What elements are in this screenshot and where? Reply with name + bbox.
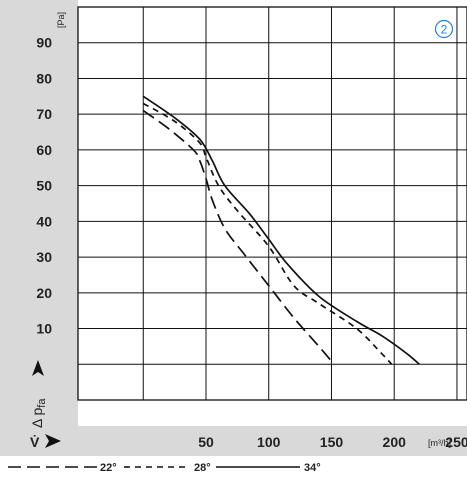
chart-badge: 2 [441,23,448,37]
series-line-long-dash [142,109,335,365]
legend-label: 28° [194,462,211,474]
x-tick-label: 50 [198,434,214,450]
y-tick-label: 80 [36,70,52,86]
x-tick-label: 250 [445,434,467,450]
y-tick-label: 60 [36,142,52,158]
y-unit: [Pa] [56,12,66,28]
x-tick-label: 200 [383,434,407,450]
y-axis-label-main: Δ p [29,408,45,428]
y-tick-label: 90 [36,35,52,51]
y-tick-label: 50 [36,178,52,194]
series-line-short-dash [142,102,393,365]
y-tick-label: 20 [36,285,52,301]
x-axis-arrow-icon [45,434,61,448]
plot-frame [77,6,467,401]
x-tick-labels: 50 100 150 200 250 [198,434,467,450]
y-tick-labels: 10 20 30 40 50 60 70 80 90 [36,35,52,337]
y-tick-label: 40 [36,213,52,229]
x-axis-label: V̇ [30,434,40,450]
legend: 22° 28° 34° [8,462,321,474]
series-line-solid [142,95,420,365]
legend-label: 22° [100,462,117,474]
x-axis-band [78,426,467,456]
grid [78,7,467,400]
y-tick-label: 70 [36,106,52,122]
legend-label: 34° [304,462,321,474]
y-axis-arrow-icon [32,360,44,376]
y-axis-band [0,0,78,456]
series-lines [142,95,420,365]
y-axis-label-sub: fa [36,398,48,408]
y-tick-label: 10 [36,321,52,337]
x-tick-label: 150 [320,434,344,450]
y-axis-label: Δ pfa [29,398,48,428]
x-unit: [m³/h] [428,438,451,448]
y-tick-label: 30 [36,249,52,265]
x-tick-label: 100 [257,434,281,450]
chart-badge-circle [434,19,454,39]
